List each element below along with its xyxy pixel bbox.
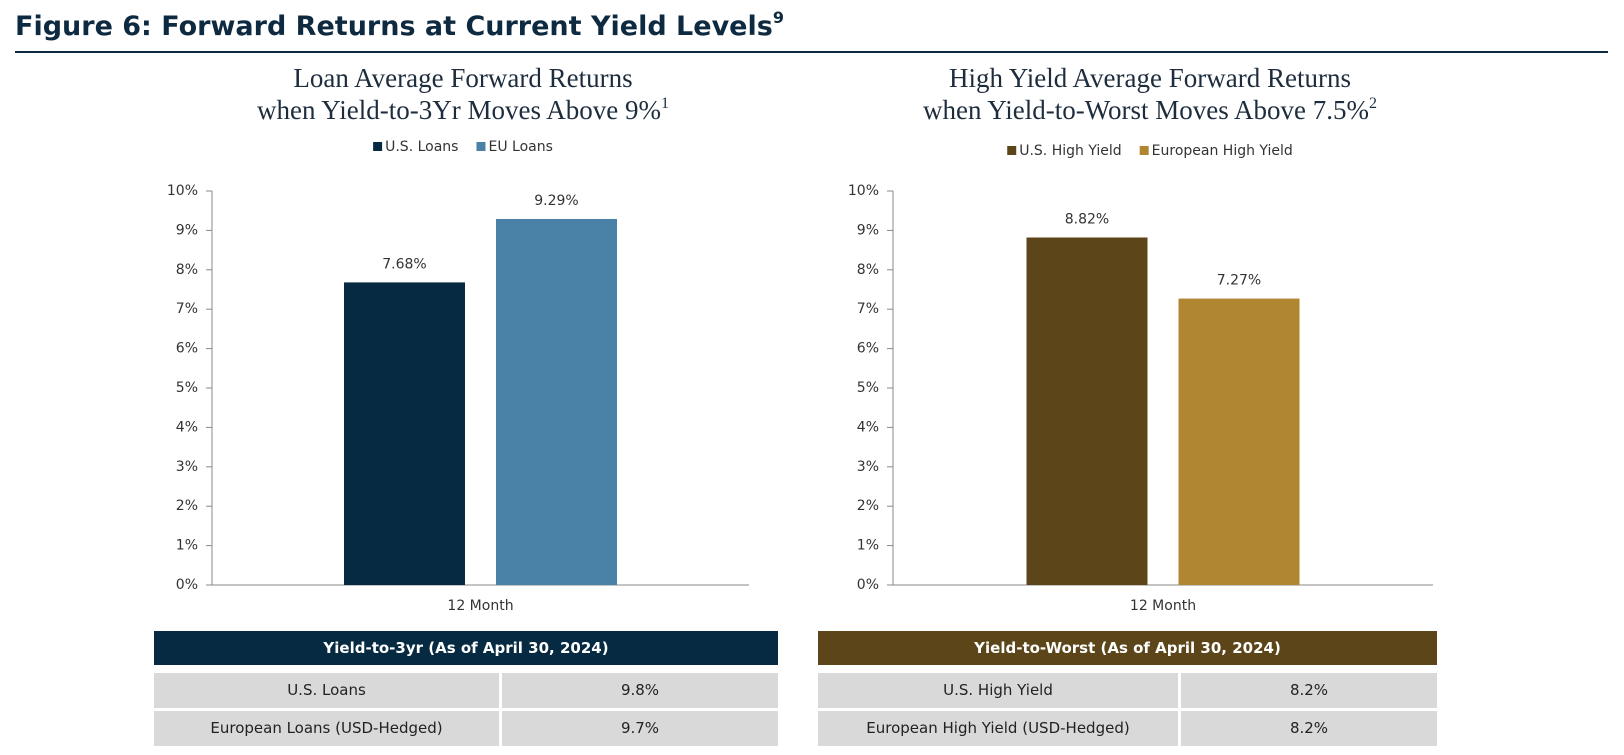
- legend-label: EU Loans: [488, 139, 552, 155]
- y-tick-label: 3%: [857, 459, 879, 475]
- y-tick-label: 7%: [857, 301, 879, 317]
- x-tick-label: 12 Month: [447, 598, 513, 614]
- y-tick-label: 4%: [176, 419, 198, 435]
- chart-title: when Yield-to-Worst Moves Above 7.5%2: [923, 95, 1377, 126]
- value-label: 9.29%: [534, 193, 578, 209]
- y-tick-label: 6%: [176, 341, 198, 357]
- y-tick-label: 1%: [176, 538, 198, 554]
- legend-label: European High Yield: [1152, 143, 1293, 159]
- figure-title-sup: 9: [773, 8, 784, 27]
- chart-title-text: when Yield-to-3Yr Moves Above 9%: [257, 95, 661, 125]
- value-label: 7.68%: [382, 256, 426, 272]
- chart-title-text: High Yield Average Forward Returns: [949, 63, 1351, 93]
- y-tick-label: 6%: [857, 341, 879, 357]
- table-cell: European Loans (USD-Hedged): [154, 711, 499, 746]
- x-tick-label: 12 Month: [1130, 598, 1196, 614]
- table-header: Yield-to-Worst (As of April 30, 2024): [818, 631, 1437, 665]
- legend-label: U.S. High Yield: [1019, 143, 1121, 159]
- yield-table: Yield-to-3yr (As of April 30, 2024) U.S. …: [154, 631, 778, 749]
- legend-swatch: [373, 142, 383, 151]
- chart-title: when Yield-to-3Yr Moves Above 9%1: [257, 95, 669, 126]
- bar: [1026, 237, 1148, 585]
- y-tick-label: 8%: [857, 262, 879, 278]
- value-label: 7.27%: [1217, 273, 1261, 289]
- table-cell: European High Yield (USD-Hedged): [818, 711, 1178, 746]
- value-label: 8.82%: [1065, 211, 1109, 227]
- legend-swatch: [1139, 146, 1149, 155]
- chart-title: Loan Average Forward Returns: [293, 63, 632, 93]
- table-row: European Loans (USD-Hedged) 9.7%: [154, 711, 778, 746]
- table-cell: 9.7%: [502, 711, 778, 746]
- table-cell: 8.2%: [1181, 711, 1437, 746]
- y-tick-label: 10%: [848, 183, 879, 199]
- chart-title-text: when Yield-to-Worst Moves Above 7.5%: [923, 95, 1369, 125]
- table-cell: 8.2%: [1181, 673, 1437, 708]
- table-row: European High Yield (USD-Hedged) 8.2%: [818, 711, 1437, 746]
- bar: [496, 218, 617, 585]
- bar: [1178, 298, 1300, 585]
- y-tick-label: 0%: [176, 577, 198, 593]
- y-tick-label: 2%: [176, 498, 198, 514]
- table-cell: U.S. Loans: [154, 673, 499, 708]
- y-tick-label: 1%: [857, 538, 879, 554]
- table-header: Yield-to-3yr (As of April 30, 2024): [154, 631, 778, 665]
- legend-swatch: [476, 142, 486, 151]
- legend-label: U.S. Loans: [385, 139, 458, 155]
- y-tick-label: 0%: [857, 577, 879, 593]
- legend-swatch: [1007, 146, 1017, 155]
- chart-title: High Yield Average Forward Returns: [949, 63, 1351, 93]
- chart-title-sup: 1: [661, 95, 669, 112]
- y-tick-label: 10%: [167, 183, 198, 199]
- chart-title-sup: 2: [1369, 95, 1377, 112]
- figure-title-text: Figure 6: Forward Returns at Current Yie…: [15, 11, 773, 42]
- table-cell: U.S. High Yield: [818, 673, 1178, 708]
- table-row: U.S. High Yield 8.2%: [818, 673, 1437, 708]
- table-row: U.S. Loans 9.8%: [154, 673, 778, 708]
- y-tick-label: 3%: [176, 459, 198, 475]
- figure-title: Figure 6: Forward Returns at Current Yie…: [15, 8, 784, 42]
- y-tick-label: 9%: [176, 222, 198, 238]
- y-tick-label: 4%: [857, 419, 879, 435]
- chart-title-text: Loan Average Forward Returns: [293, 63, 632, 93]
- y-tick-label: 9%: [857, 222, 879, 238]
- bar: [344, 282, 465, 585]
- y-tick-label: 5%: [857, 380, 879, 396]
- y-tick-label: 8%: [176, 262, 198, 278]
- yield-table: Yield-to-Worst (As of April 30, 2024) U.S…: [818, 631, 1437, 749]
- y-tick-label: 5%: [176, 380, 198, 396]
- y-tick-label: 7%: [176, 301, 198, 317]
- table-cell: 9.8%: [502, 673, 778, 708]
- y-tick-label: 2%: [857, 498, 879, 514]
